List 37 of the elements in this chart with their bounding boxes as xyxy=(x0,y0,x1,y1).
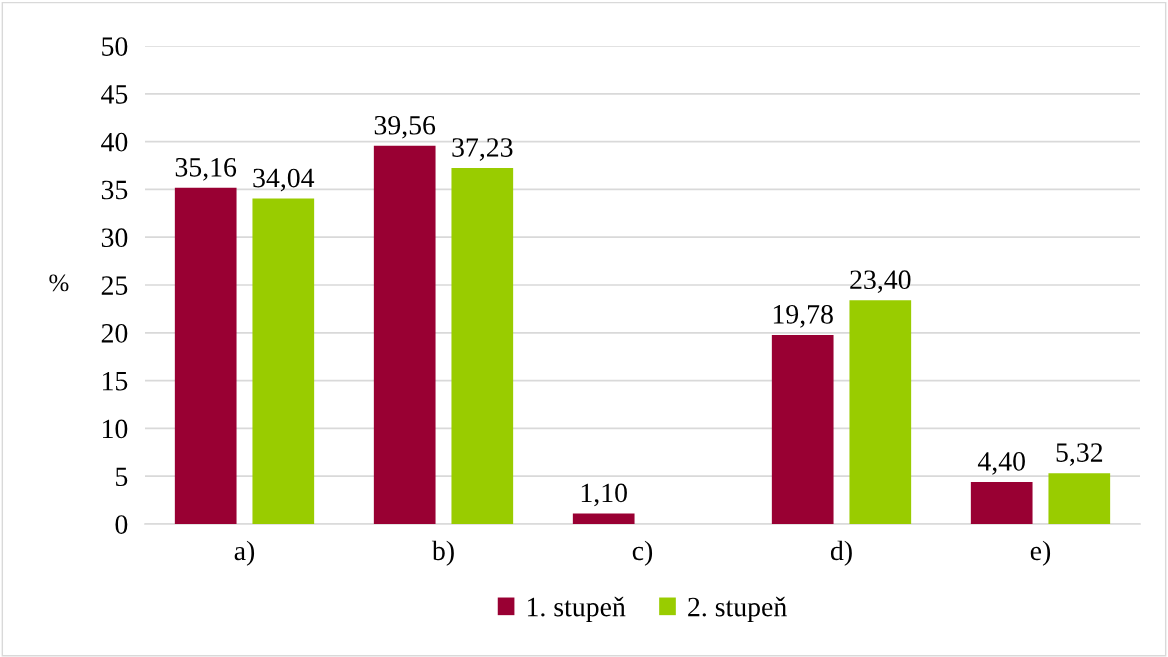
y-tick-label: 40 xyxy=(101,132,128,152)
data-label: 37,23 xyxy=(452,138,513,161)
y-tick-label: 45 xyxy=(101,85,128,104)
y-tick-label: 25 xyxy=(101,276,128,295)
bar xyxy=(771,334,834,524)
y-tick-label: 10 xyxy=(103,419,128,439)
data-label: 39,56 xyxy=(374,115,436,139)
bar xyxy=(252,198,315,524)
bar xyxy=(174,187,237,524)
y-tick-label: 50 xyxy=(102,37,128,56)
y-tick-label: 15 xyxy=(103,371,128,391)
x-tick-label: a) xyxy=(234,540,255,566)
legend-label: 1. stupeň xyxy=(527,596,626,623)
data-label: 1,10 xyxy=(581,483,627,507)
y-tick-label: 0 xyxy=(115,515,128,534)
x-tick-label: b) xyxy=(431,540,454,566)
bar xyxy=(373,145,436,524)
data-label: 23,40 xyxy=(850,270,911,294)
data-label: 4,40 xyxy=(977,451,1025,475)
x-tick-label: c) xyxy=(632,540,653,566)
y-tick-label: 20 xyxy=(101,323,128,343)
x-tick-label: e) xyxy=(1030,540,1051,566)
data-label: 19,78 xyxy=(773,304,833,328)
y-axis-title: % xyxy=(49,274,69,292)
data-label: 5,32 xyxy=(1056,443,1103,466)
x-tick-label: d) xyxy=(830,540,852,566)
y-tick-label: 35 xyxy=(101,180,128,200)
data-label: 34,04 xyxy=(253,168,315,192)
bar xyxy=(572,513,635,524)
y-tick-label: 5 xyxy=(116,467,128,487)
bar xyxy=(451,168,514,524)
data-label: 35,16 xyxy=(175,158,237,181)
legend-label: 2. stupeň xyxy=(688,596,787,623)
bar xyxy=(849,300,912,524)
bar xyxy=(970,481,1033,524)
bar xyxy=(1048,473,1111,524)
y-tick-label: 30 xyxy=(101,228,128,248)
